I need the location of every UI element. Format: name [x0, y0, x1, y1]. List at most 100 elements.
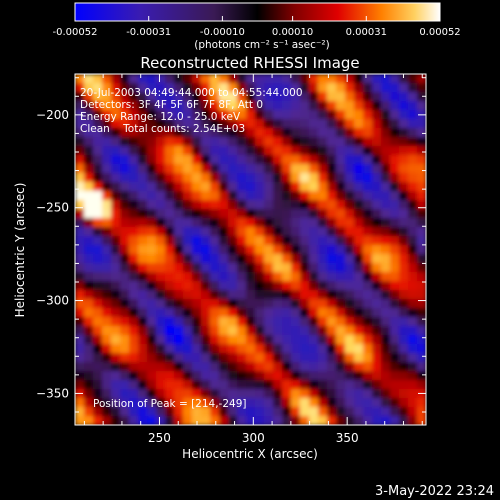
- heatmap-cell: [363, 137, 373, 147]
- heatmap-cell: [120, 290, 130, 300]
- heatmap-cell: [147, 335, 157, 345]
- heatmap-cell: [174, 317, 184, 327]
- heatmap-cell: [300, 218, 310, 228]
- heatmap-cell: [201, 119, 211, 129]
- heatmap-cell: [264, 128, 274, 138]
- heatmap-cell: [228, 218, 238, 228]
- heatmap-cell: [372, 317, 382, 327]
- heatmap-cell: [327, 416, 337, 425]
- heatmap-cell: [156, 128, 166, 138]
- heatmap-cell: [228, 128, 238, 138]
- heatmap-cell: [201, 209, 211, 219]
- heatmap-cell: [246, 137, 256, 147]
- heatmap-cell: [174, 416, 184, 425]
- heatmap-cell: [75, 164, 85, 174]
- heatmap-cell: [201, 191, 211, 201]
- heatmap-cell: [183, 191, 193, 201]
- heatmap-cell: [84, 371, 94, 381]
- heatmap-cell: [399, 317, 409, 327]
- heatmap-cell: [399, 371, 409, 381]
- heatmap-cell: [345, 164, 355, 174]
- heatmap-cell: [381, 335, 391, 345]
- heatmap-cell: [201, 290, 211, 300]
- heatmap-cell: [264, 308, 274, 318]
- heatmap-cell: [399, 191, 409, 201]
- heatmap-cell: [309, 227, 319, 237]
- heatmap-cell: [147, 272, 157, 282]
- heatmap-cell: [363, 263, 373, 273]
- heatmap-cell: [156, 173, 166, 183]
- heatmap-cell: [255, 92, 265, 102]
- heatmap-cell: [84, 263, 94, 273]
- heatmap-cell: [210, 380, 220, 390]
- heatmap-cell: [165, 263, 175, 273]
- heatmap-cell: [399, 155, 409, 165]
- heatmap-cell: [291, 407, 301, 417]
- heatmap-cell: [246, 398, 256, 408]
- heatmap-cell: [318, 146, 328, 156]
- heatmap-cell: [156, 272, 166, 282]
- heatmap-cell: [372, 101, 382, 111]
- heatmap-cell: [273, 326, 283, 336]
- heatmap-cell: [174, 83, 184, 93]
- heatmap-cell: [120, 362, 130, 372]
- heatmap-cell: [363, 101, 373, 111]
- heatmap-cell: [300, 326, 310, 336]
- heatmap-cell: [399, 245, 409, 255]
- heatmap-cell: [228, 200, 238, 210]
- heatmap-cell: [201, 317, 211, 327]
- heatmap-cell: [273, 398, 283, 408]
- heatmap-cell: [390, 209, 400, 219]
- heatmap-cell: [408, 326, 418, 336]
- heatmap-cell: [327, 236, 337, 246]
- heatmap-cell: [363, 353, 373, 363]
- heatmap-cell: [174, 200, 184, 210]
- heatmap-cell: [111, 380, 121, 390]
- heatmap-cell: [300, 317, 310, 327]
- heatmap-cell: [84, 254, 94, 264]
- heatmap-cell: [372, 389, 382, 399]
- heatmap-cell: [201, 245, 211, 255]
- heatmap-cell: [390, 371, 400, 381]
- heatmap-cell: [255, 371, 265, 381]
- heatmap-cell: [336, 371, 346, 381]
- heatmap-cell: [129, 191, 139, 201]
- heatmap-cell: [201, 236, 211, 246]
- heatmap-cell: [237, 290, 247, 300]
- heatmap-cell: [129, 218, 139, 228]
- heatmap-cell: [309, 110, 319, 120]
- heatmap-cell: [282, 236, 292, 246]
- heatmap-cell: [408, 191, 418, 201]
- heatmap-cell: [336, 137, 346, 147]
- heatmap-cell: [147, 371, 157, 381]
- heatmap-cell: [228, 182, 238, 192]
- heatmap-cell: [201, 227, 211, 237]
- heatmap-cell: [255, 101, 265, 111]
- heatmap-cell: [336, 317, 346, 327]
- heatmap-cell: [264, 344, 274, 354]
- heatmap-cell: [282, 227, 292, 237]
- heatmap-cell: [363, 227, 373, 237]
- heatmap-cell: [318, 254, 328, 264]
- heatmap-cell: [75, 218, 85, 228]
- heatmap-cell: [228, 398, 238, 408]
- heatmap-cell: [264, 227, 274, 237]
- heatmap-cell: [111, 290, 121, 300]
- heatmap-cell: [129, 137, 139, 147]
- heatmap-cell: [372, 200, 382, 210]
- heatmap-cell: [336, 263, 346, 273]
- heatmap-cell: [372, 236, 382, 246]
- heatmap-cell: [309, 362, 319, 372]
- heatmap-cell: [318, 290, 328, 300]
- heatmap-cell: [84, 137, 94, 147]
- heatmap-cell: [183, 335, 193, 345]
- heatmap-cell: [84, 245, 94, 255]
- heatmap-cell: [363, 362, 373, 372]
- heatmap-cell: [129, 182, 139, 192]
- heatmap-cell: [165, 281, 175, 291]
- heatmap-cell: [408, 83, 418, 93]
- heatmap-cell: [120, 173, 130, 183]
- heatmap-cell: [93, 173, 103, 183]
- heatmap-cell: [174, 164, 184, 174]
- heatmap-cell: [192, 353, 202, 363]
